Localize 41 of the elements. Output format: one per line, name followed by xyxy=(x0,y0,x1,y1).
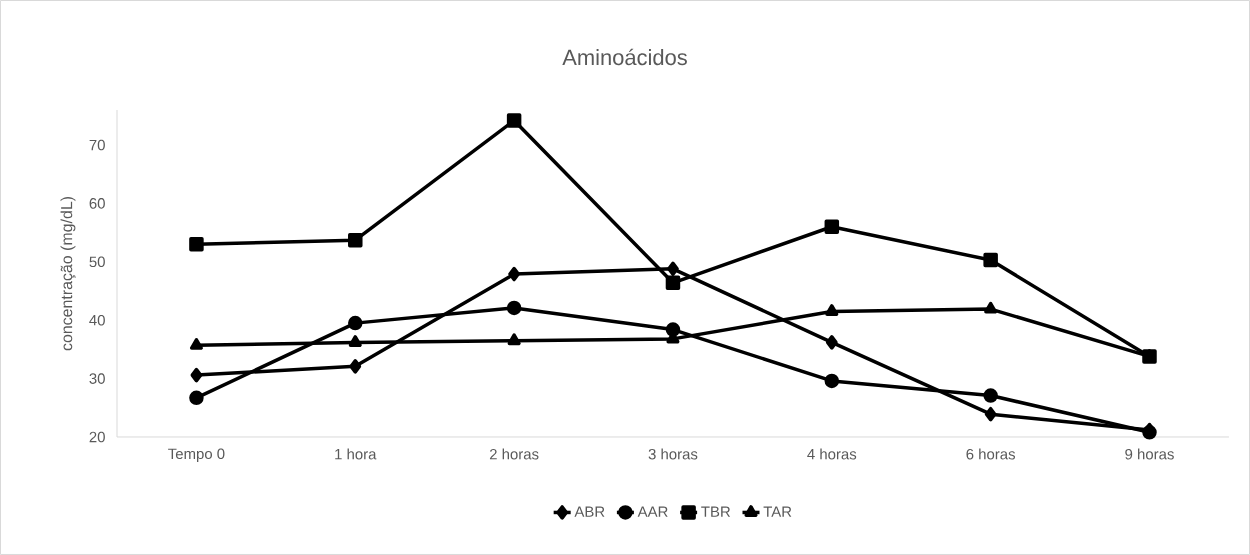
point xyxy=(667,261,679,277)
point xyxy=(824,373,840,389)
legend-label: TAR xyxy=(763,506,792,517)
point xyxy=(189,390,204,406)
x-tick-label: 9 horas xyxy=(1125,448,1174,460)
point xyxy=(506,113,522,128)
y-tick-label: 60 xyxy=(89,198,105,209)
point xyxy=(349,359,362,374)
point xyxy=(189,338,203,350)
legend-label: ABR xyxy=(574,506,605,517)
chart-title: Aminoácidos xyxy=(562,48,687,66)
y-tick-label: 50 xyxy=(89,256,105,268)
x-tick-label: 2 horas xyxy=(489,448,539,460)
point xyxy=(507,333,521,346)
point xyxy=(984,406,997,422)
x-tick-label: 4 horas xyxy=(807,448,857,460)
x-tick-label: Tempo 0 xyxy=(168,448,225,463)
point xyxy=(508,266,520,282)
point xyxy=(189,237,204,252)
y-tick-label: 40 xyxy=(89,314,105,326)
x-tick-label: 1 hora xyxy=(335,448,377,460)
legend-label: TBR xyxy=(701,506,731,517)
point xyxy=(348,232,363,248)
point xyxy=(983,252,998,268)
y-tick-label: 30 xyxy=(89,373,105,384)
point xyxy=(348,315,363,331)
point xyxy=(824,219,840,235)
point xyxy=(984,301,998,314)
y-tick-label: 70 xyxy=(89,139,105,151)
point xyxy=(506,300,522,316)
point xyxy=(825,335,838,350)
legend-label: AAR xyxy=(637,506,668,517)
point xyxy=(825,304,839,316)
point xyxy=(190,367,203,383)
x-tick-label: 6 horas xyxy=(966,448,1015,460)
point xyxy=(665,275,681,291)
point xyxy=(348,335,362,347)
point xyxy=(983,388,998,403)
y-tick-label: 20 xyxy=(89,431,105,443)
y-axis-title: concentração (mg/dL) xyxy=(60,196,76,351)
x-tick-label: 3 horas xyxy=(648,448,698,460)
